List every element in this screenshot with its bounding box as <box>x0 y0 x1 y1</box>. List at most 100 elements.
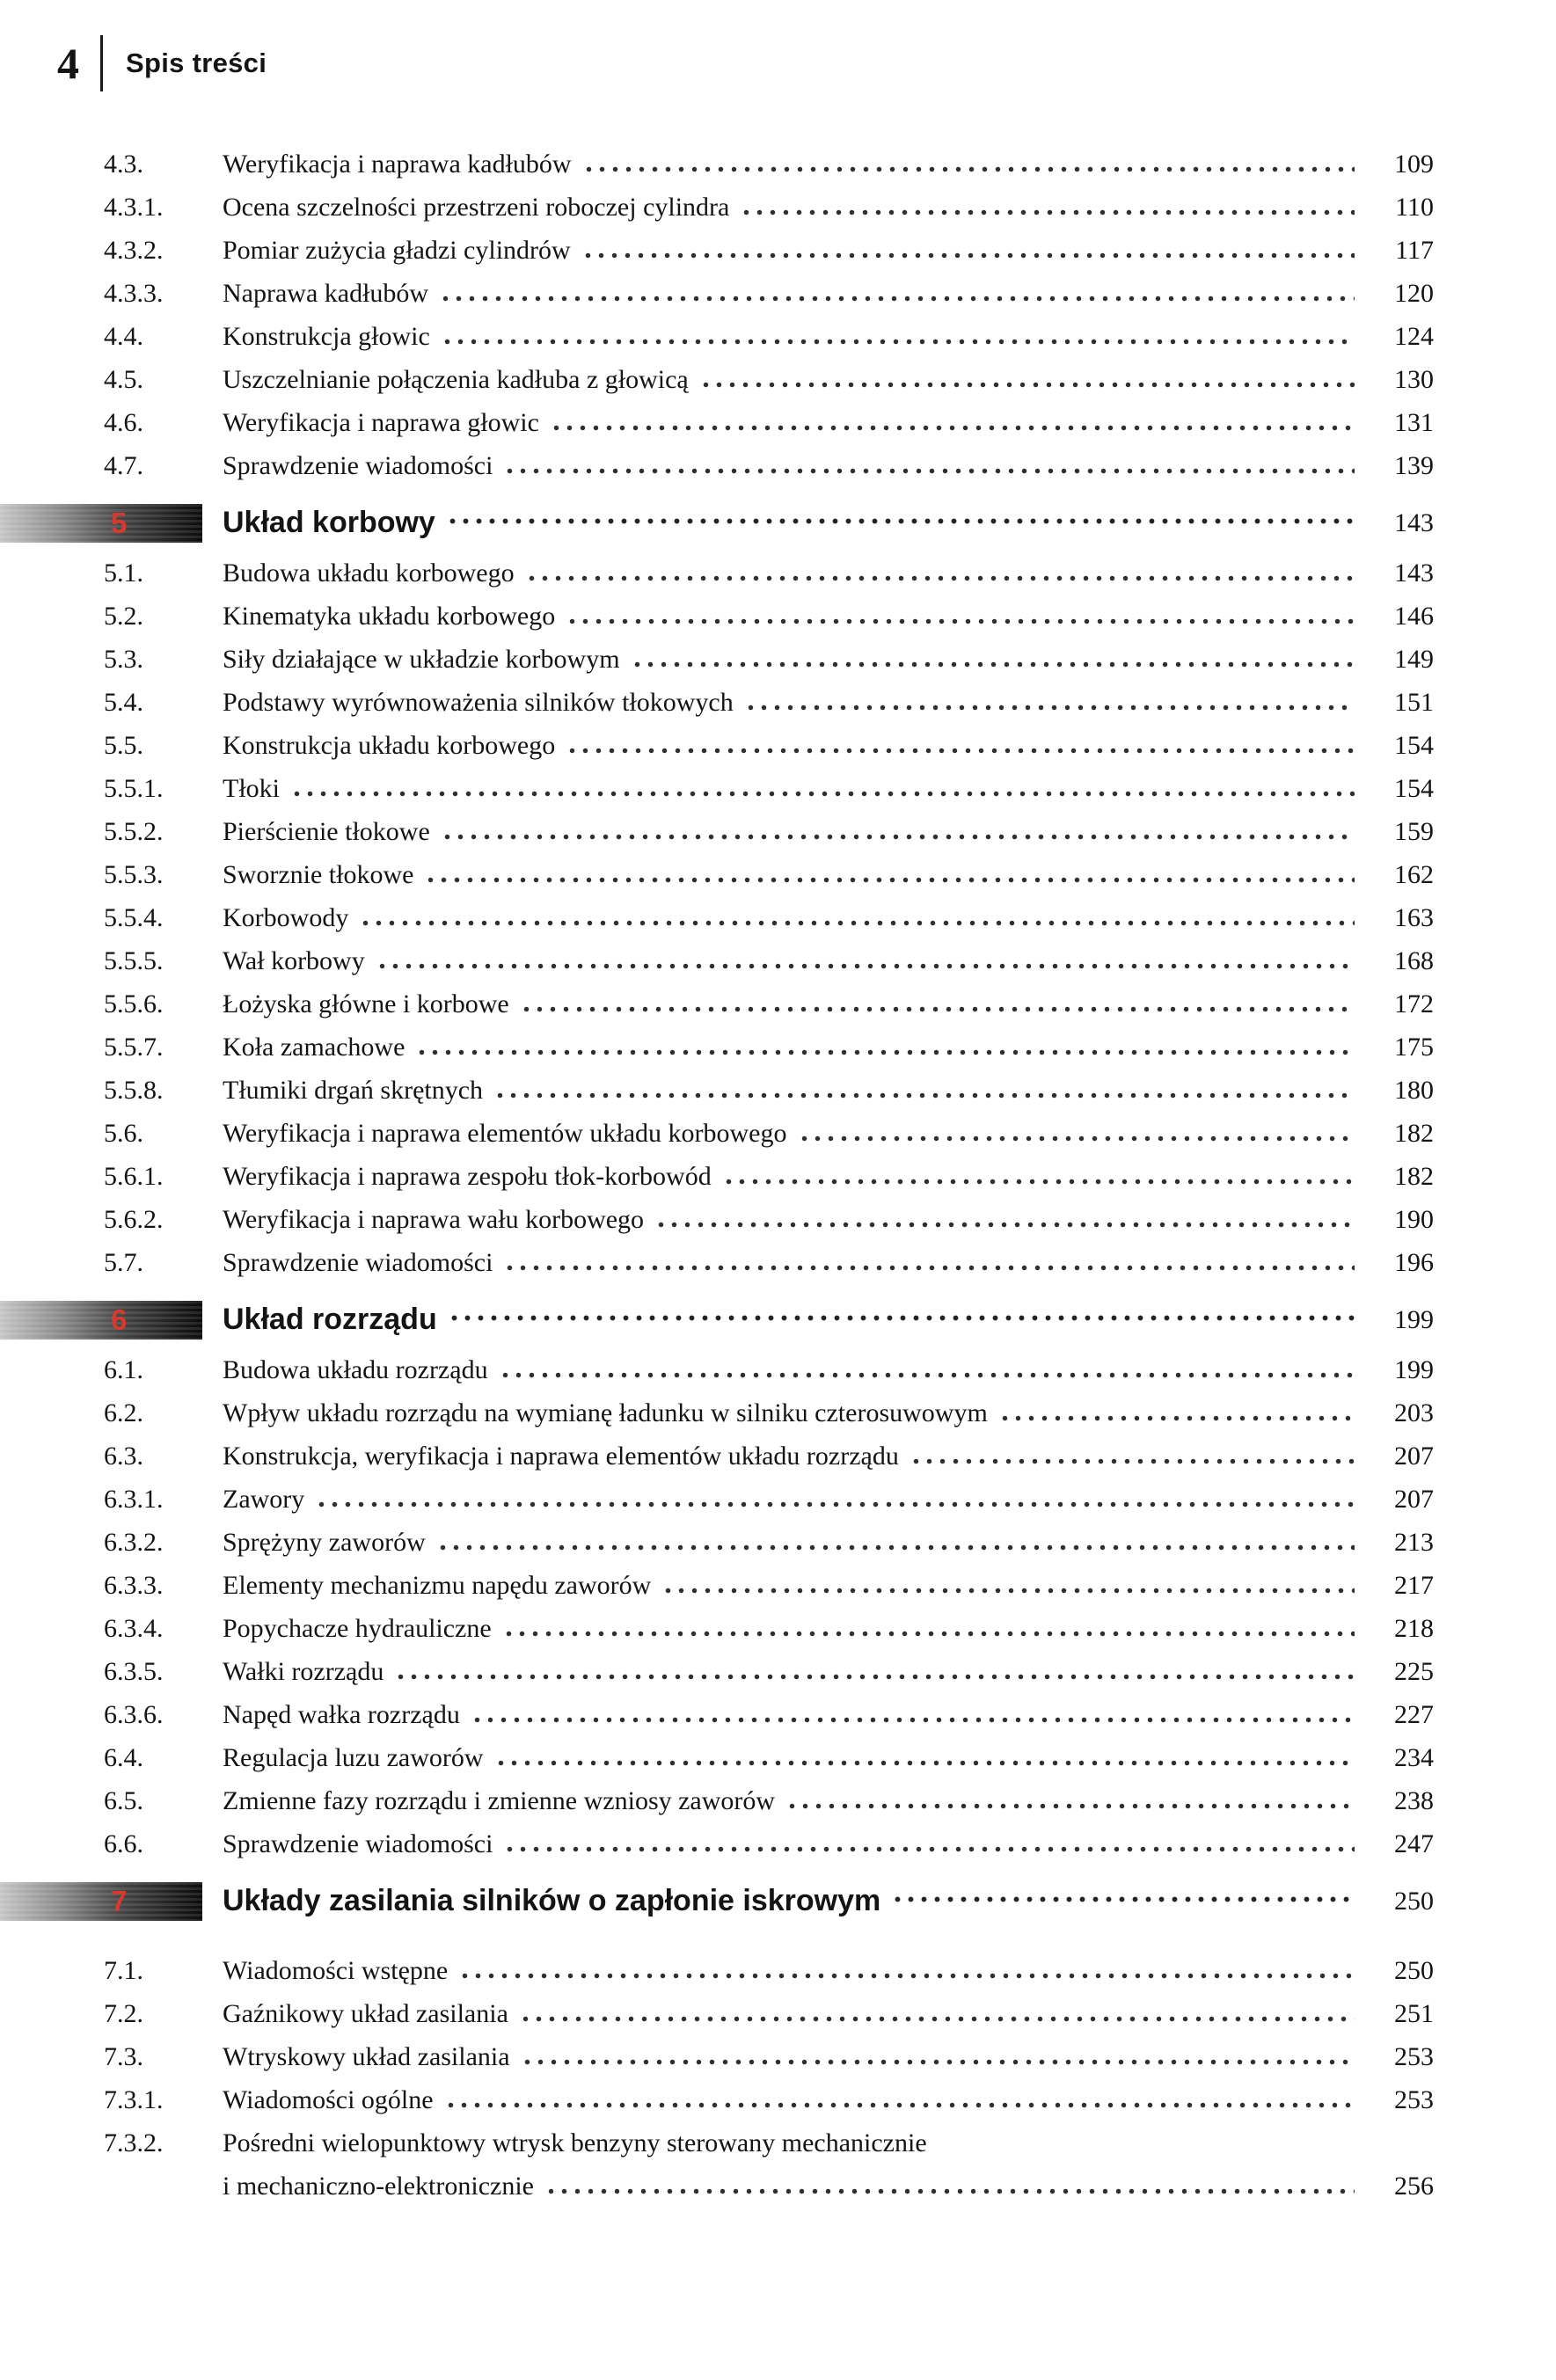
entry-page-number: 120 <box>1394 279 1434 308</box>
entry-number: 5.5.6. <box>104 989 164 1018</box>
entry-page-number: 163 <box>1394 903 1434 932</box>
entry-title: Wpływ układu rozrządu na wymianę ładunku… <box>223 1398 988 1427</box>
entry-number: 5.1. <box>104 558 143 588</box>
chapter-title: Układ korbowy <box>223 506 435 539</box>
toc-entry: 5.5.5. Wał korbowy 168 <box>104 939 1434 982</box>
entry-number: 6.3. <box>104 1442 143 1471</box>
toc-entry: 5.5.4. Korbowody 163 <box>104 896 1434 939</box>
dot-leader <box>544 2188 1355 2194</box>
toc-entry: 5.5.2. Pierścienie tłokowe 159 <box>104 810 1434 853</box>
entry-title: Weryfikacja i naprawa kadłubów <box>223 150 572 179</box>
entry-number: 7.3.2. <box>104 2128 164 2157</box>
entry-number: 5.5.7. <box>104 1033 164 1062</box>
entry-title: Tłoki <box>223 774 280 803</box>
toc-entry: 6.2. Wpływ układu rozrządu na wymianę ła… <box>104 1391 1434 1435</box>
entry-page-number: 168 <box>1394 946 1434 975</box>
toc-entry: 4.3.3. Naprawa kadłubów 120 <box>104 272 1434 315</box>
entry-page-number: 207 <box>1394 1485 1434 1514</box>
chapter-number-bar: 5 <box>0 503 202 543</box>
dot-leader <box>498 1372 1355 1378</box>
entry-title: Sprawdzenie wiadomości <box>223 451 493 480</box>
entry-number: 7.3. <box>104 2042 143 2071</box>
entry-number: 5.3. <box>104 645 143 674</box>
entry-page-number: 130 <box>1394 365 1434 394</box>
dot-leader <box>359 920 1355 926</box>
toc-entry: 4.3.2. Pomiar zużycia gładzi cylindrów 1… <box>104 229 1434 272</box>
entry-page-number: 217 <box>1394 1571 1434 1600</box>
entry-page-number: 250 <box>1394 1887 1434 1916</box>
toc-entry: 7.3.1. Wiadomości ogólne 253 <box>104 2078 1434 2121</box>
entry-title: Sprężyny zaworów <box>223 1528 426 1557</box>
entry-page-number: 182 <box>1394 1162 1434 1191</box>
dot-leader <box>581 166 1355 172</box>
toc-entry: 5.5. Konstrukcja układu korbowego 154 <box>104 724 1434 767</box>
entry-page-number: 253 <box>1394 2085 1434 2114</box>
entry-number: 5.5. <box>104 731 143 760</box>
toc-entry: 6.6. Sprawdzenie wiadomości 247 <box>104 1822 1434 1865</box>
entry-page-number: 199 <box>1394 1355 1434 1384</box>
dot-leader <box>290 791 1355 797</box>
toc-entry: 6.5. Zmienne fazy rozrządu i zmienne wzn… <box>104 1779 1434 1822</box>
entry-number: 7.2. <box>104 1999 143 2028</box>
toc-entry: 6.3.5. Wałki rozrządu 225 <box>104 1650 1434 1693</box>
entry-title: Wał korbowy <box>223 946 365 975</box>
entry-page-number: 218 <box>1394 1614 1434 1643</box>
entry-title: Weryfikacja i naprawa elementów układu k… <box>223 1119 787 1148</box>
toc-list: 4.3. Weryfikacja i naprawa kadłubów 109 … <box>104 142 1434 2208</box>
entry-title: Łożyska główne i korbowe <box>223 989 509 1018</box>
toc-entry: 6.4. Regulacja luzu zaworów 234 <box>104 1736 1434 1779</box>
entry-page-number: 117 <box>1395 236 1434 265</box>
entry-title: Napęd wałka rozrządu <box>223 1700 460 1729</box>
entry-number: 4.3. <box>104 150 143 179</box>
entry-title: Elementy mechanizmu napędu zaworów <box>223 1571 652 1600</box>
toc-entry: 5.6.1. Weryfikacja i naprawa zespołu tło… <box>104 1155 1434 1198</box>
entry-page-number: 154 <box>1394 731 1434 760</box>
entry-title: Sprawdzenie wiadomości <box>223 1248 493 1277</box>
entry-page-number: 172 <box>1394 989 1434 1018</box>
entry-page-number: 234 <box>1394 1743 1434 1772</box>
entry-title: Konstrukcja, weryfikacja i naprawa eleme… <box>223 1442 899 1471</box>
entry-title: Podstawy wyrównoważenia silników tłokowy… <box>223 688 734 717</box>
entry-title: Weryfikacja i naprawa głowic <box>223 408 539 437</box>
toc-entry: 6.3.3. Elementy mechanizmu napędu zaworó… <box>104 1564 1434 1607</box>
entry-title: Siły działające w układzie korbowym <box>223 645 620 674</box>
entry-page-number: 196 <box>1394 1248 1434 1277</box>
entry-number: 5.5.2. <box>104 817 164 846</box>
entry-page-number: 175 <box>1394 1033 1434 1062</box>
entry-page-number: 238 <box>1394 1786 1434 1815</box>
toc-entry: 6.3.1. Zawory 207 <box>104 1478 1434 1521</box>
toc-entry: 5.6. Weryfikacja i naprawa elementów ukł… <box>104 1112 1434 1155</box>
dot-leader <box>740 209 1355 215</box>
entry-number: 7.3.1. <box>104 2085 164 2114</box>
entry-title: Weryfikacja i naprawa wału korbowego <box>223 1205 645 1234</box>
dot-leader <box>519 1006 1355 1012</box>
dot-leader <box>797 1135 1355 1142</box>
entry-number: 6.1. <box>104 1355 143 1384</box>
entry-page-number: 151 <box>1394 688 1434 717</box>
entry-number: 6.3.2. <box>104 1528 164 1557</box>
chapter-entry: 6 Układ rozrządu 199 <box>104 1298 1434 1341</box>
entry-title: Wtryskowy układ zasilania <box>223 2042 510 2071</box>
entry-title: Zawory <box>223 1485 305 1514</box>
dot-leader <box>518 2016 1355 2022</box>
entry-title: Kinematyka układu korbowego <box>223 602 556 631</box>
toc-entry: 5.4. Podstawy wyrównoważenia silników tł… <box>104 681 1434 724</box>
dot-leader <box>891 1896 1355 1902</box>
entry-number: 6.5. <box>104 1786 143 1815</box>
page-header: 4 Spis treści <box>57 35 1434 91</box>
entry-title: Korbowody <box>223 903 349 932</box>
entry-number: 5.7. <box>104 1248 143 1277</box>
toc-entry: 5.2. Kinematyka układu korbowego 146 <box>104 595 1434 638</box>
entry-title: Pierścienie tłokowe <box>223 817 430 846</box>
toc-entry: 4.5. Uszczelnianie połączenia kadłuba z … <box>104 358 1434 401</box>
entry-number: 4.3.2. <box>104 236 164 265</box>
entry-page-number: 124 <box>1394 322 1434 351</box>
toc-entry: 5.1. Budowa układu korbowego 143 <box>104 551 1434 595</box>
entry-number: 5.6.2. <box>104 1205 164 1234</box>
entry-page-number: 149 <box>1394 645 1434 674</box>
toc-entry: 6.3.2. Sprężyny zaworów 213 <box>104 1521 1434 1564</box>
entry-page-number: 251 <box>1394 1999 1434 2028</box>
entry-number: 5.5.3. <box>104 860 164 889</box>
dot-leader <box>493 1760 1355 1766</box>
entry-title: Wałki rozrządu <box>223 1657 384 1686</box>
